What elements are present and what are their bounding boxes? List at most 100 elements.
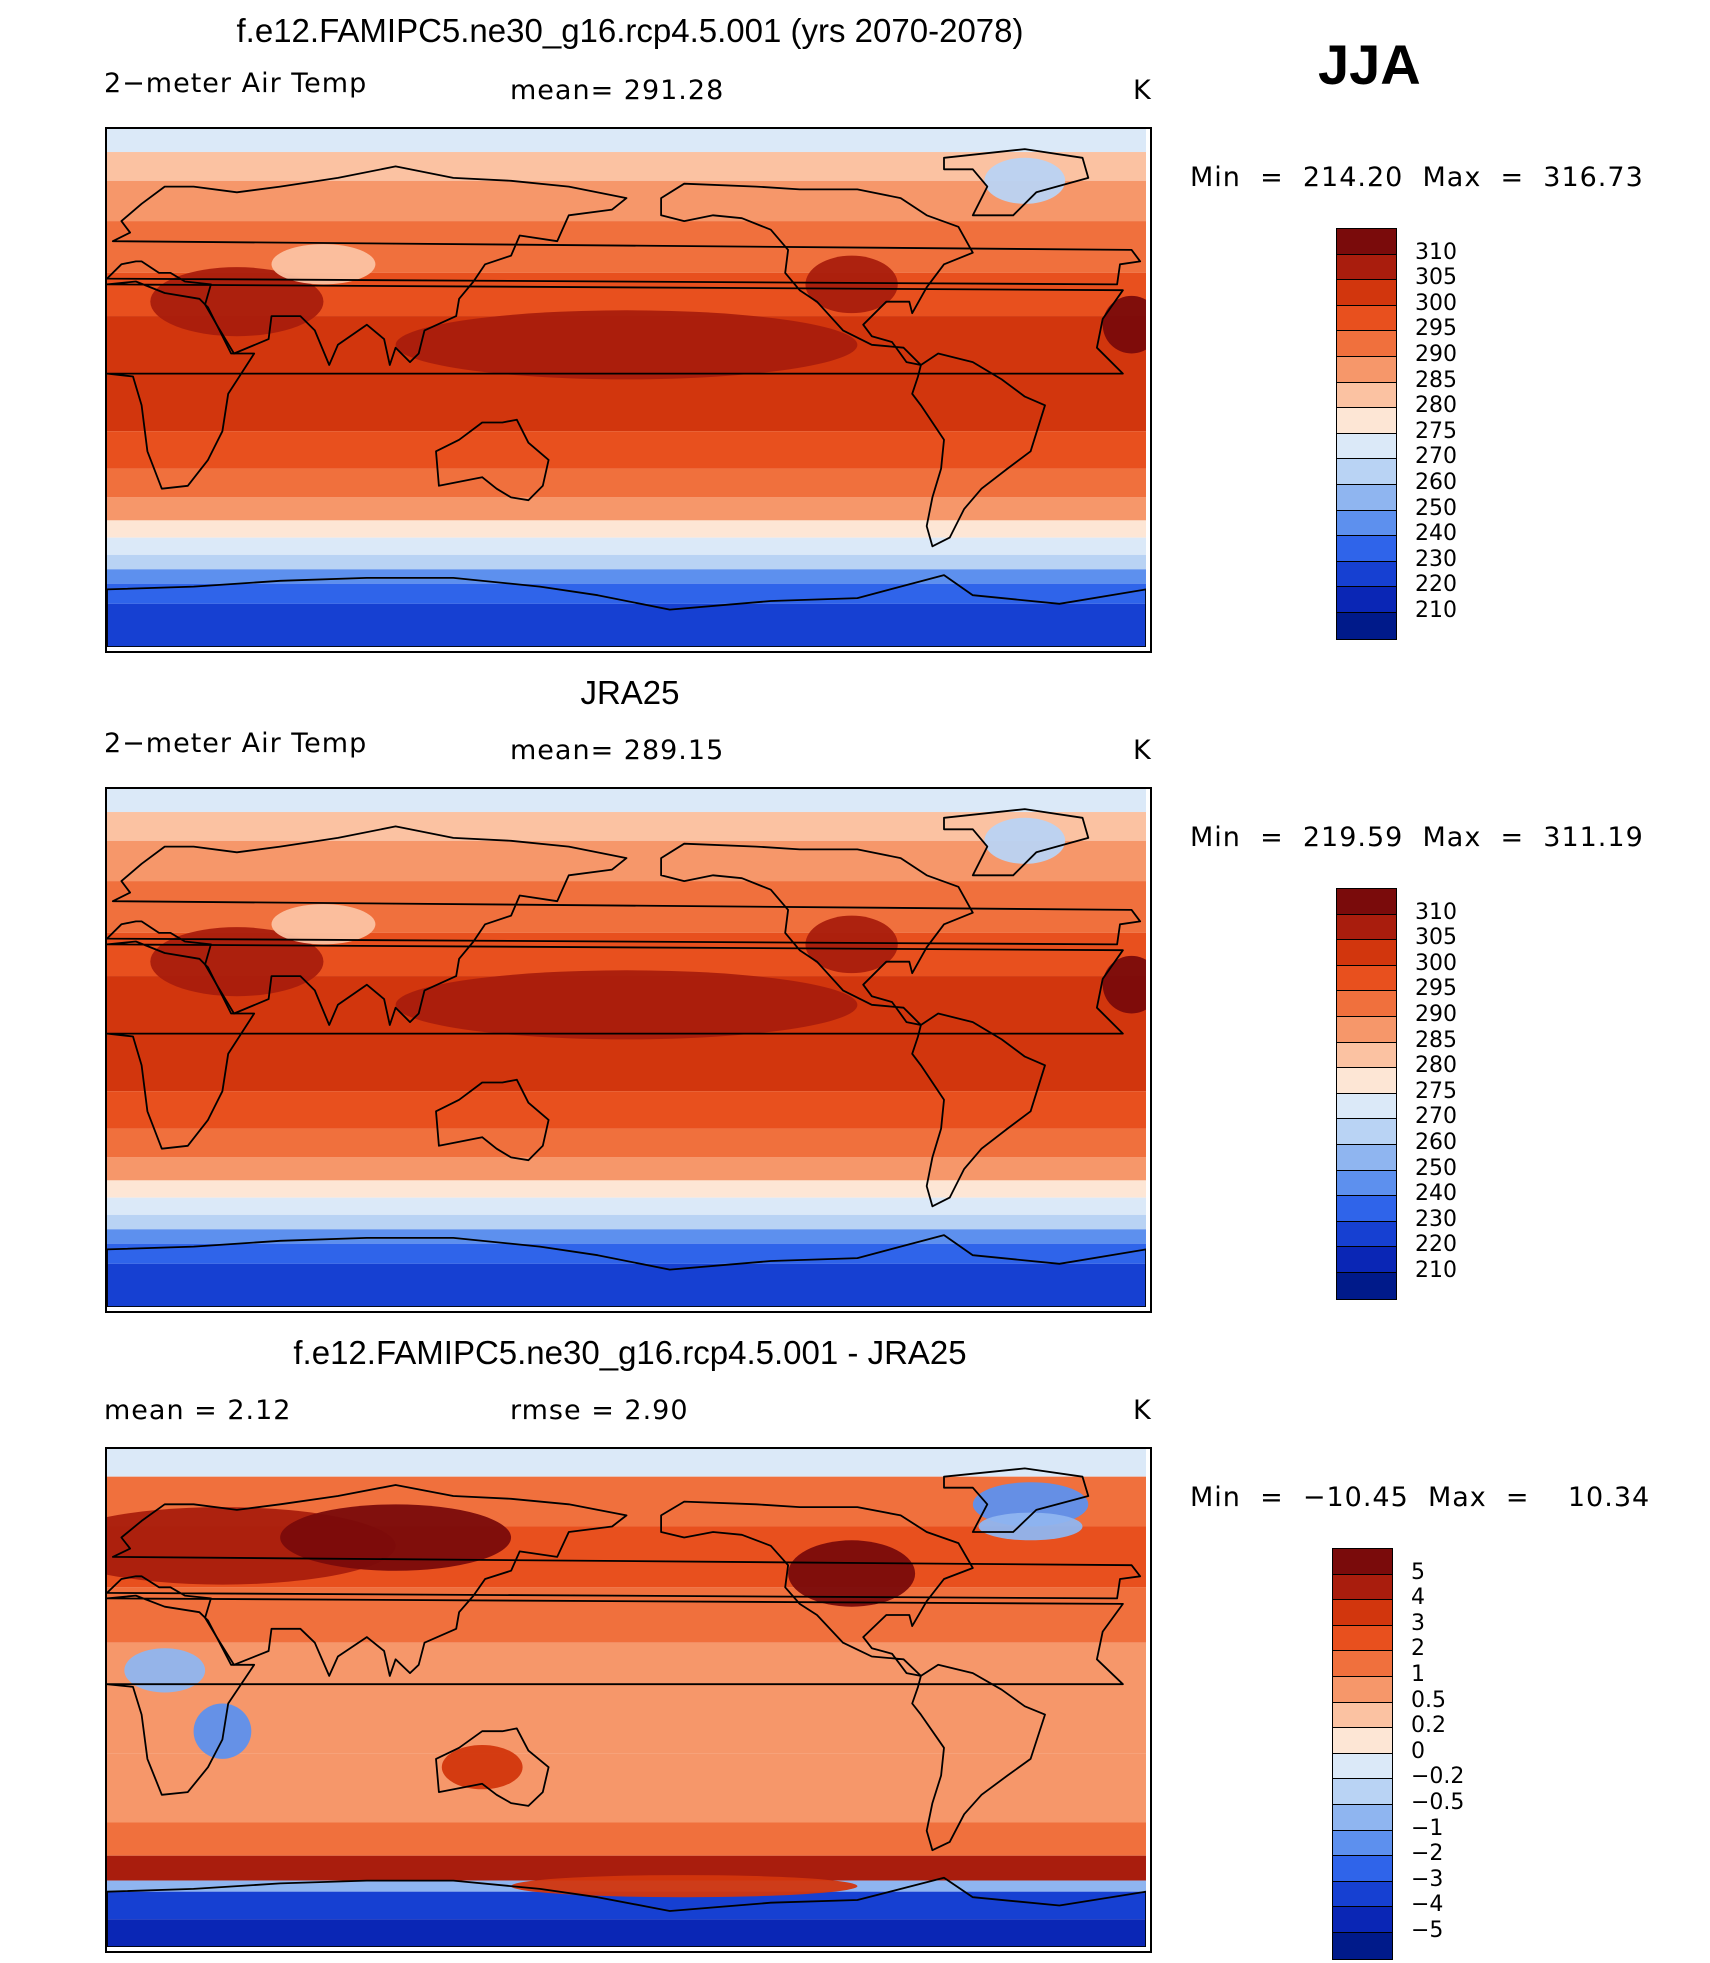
coastline-africa bbox=[107, 1594, 1124, 1796]
colorbar-boxes bbox=[1336, 228, 1397, 640]
colorbar-label: 310 bbox=[1415, 239, 1457, 265]
latitude-band bbox=[107, 603, 1146, 647]
colorbar-label: 280 bbox=[1415, 1053, 1457, 1079]
coastline-australia bbox=[435, 418, 550, 502]
coastline-samerica bbox=[911, 1663, 1046, 1852]
coastline-namerica bbox=[660, 842, 974, 1026]
latitude-band bbox=[107, 1197, 1146, 1215]
colorbar-label: −3 bbox=[1411, 1866, 1444, 1892]
colorbar-swatch bbox=[1333, 1600, 1392, 1626]
colorbar-label: 5 bbox=[1411, 1559, 1425, 1585]
colorbar-swatch bbox=[1337, 965, 1396, 992]
colorbar-swatch bbox=[1337, 1119, 1396, 1145]
contour-region bbox=[805, 255, 898, 314]
colorbar-swatch bbox=[1337, 991, 1396, 1017]
colorbar-swatch bbox=[1333, 1574, 1392, 1601]
colorbar-label: 260 bbox=[1415, 1130, 1457, 1155]
coastline-samerica bbox=[911, 1012, 1046, 1208]
colorbar-swatch bbox=[1337, 612, 1396, 639]
colorbar-label: 300 bbox=[1415, 950, 1457, 976]
colorbar-label: 285 bbox=[1415, 1027, 1457, 1053]
contour-region bbox=[271, 244, 376, 285]
latitude-band bbox=[107, 152, 1146, 181]
latitude-band bbox=[107, 1753, 1146, 1823]
panel3-title: f.e12.FAMIPC5.ne30_g16.rcp4.5.001 - JRA2… bbox=[293, 1334, 967, 1371]
contour-region bbox=[984, 817, 1066, 864]
colorbar-swatch bbox=[1333, 1804, 1392, 1831]
colorbar-swatch bbox=[1337, 940, 1396, 966]
colorbar-label: 305 bbox=[1415, 925, 1457, 951]
panel1-map bbox=[105, 127, 1152, 653]
latitude-band bbox=[107, 554, 1146, 570]
colorbar-swatch bbox=[1333, 1856, 1392, 1882]
latitude-band bbox=[107, 1214, 1146, 1230]
colorbar-label: −5 bbox=[1411, 1918, 1444, 1943]
colorbar-swatch bbox=[1333, 1932, 1392, 1959]
colorbar-swatch bbox=[1337, 1042, 1396, 1069]
colorbar-label: 300 bbox=[1415, 290, 1457, 316]
contour-region bbox=[1102, 295, 1146, 354]
coastline-greenland bbox=[943, 1467, 1090, 1533]
contour-region bbox=[395, 970, 858, 1040]
coastline-eurasia bbox=[107, 1484, 1142, 1677]
panel3-units: K bbox=[1133, 1395, 1152, 1426]
colorbar-label: 2 bbox=[1411, 1636, 1425, 1662]
colorbar-swatch bbox=[1337, 914, 1396, 941]
colorbar-swatch bbox=[1337, 536, 1396, 562]
colorbar-swatch bbox=[1337, 1170, 1396, 1197]
panel2-title: JRA25 bbox=[580, 674, 680, 711]
colorbar-swatch bbox=[1337, 1272, 1396, 1299]
colorbar-swatch bbox=[1333, 1728, 1392, 1754]
colorbar-swatch bbox=[1337, 510, 1396, 537]
colorbar-swatch bbox=[1333, 1702, 1392, 1729]
latitude-band bbox=[107, 1229, 1146, 1244]
colorbar-swatch bbox=[1337, 408, 1396, 434]
colorbar-label: 280 bbox=[1415, 393, 1457, 419]
colorbar-swatch bbox=[1337, 331, 1396, 357]
colorbar-boxes bbox=[1336, 888, 1397, 1300]
colorbar-label: 3 bbox=[1411, 1610, 1425, 1636]
colorbar-label: 275 bbox=[1415, 1078, 1457, 1104]
coastline-australia bbox=[435, 1078, 550, 1162]
colorbar-label: 210 bbox=[1415, 598, 1457, 623]
contour-region bbox=[193, 1703, 252, 1759]
colorbar-label: 4 bbox=[1411, 1585, 1425, 1611]
colorbar-boxes bbox=[1332, 1548, 1393, 1960]
panel3-map bbox=[105, 1447, 1152, 1953]
latitude-band bbox=[107, 520, 1146, 538]
colorbar-swatch bbox=[1337, 484, 1396, 511]
colorbar-swatch bbox=[1337, 382, 1396, 409]
colorbar-label: 0 bbox=[1411, 1738, 1425, 1764]
latitude-band bbox=[107, 812, 1146, 841]
colorbar-swatch bbox=[1337, 459, 1396, 485]
colorbar-label: −4 bbox=[1411, 1892, 1444, 1918]
latitude-band bbox=[107, 1243, 1146, 1264]
panel2-variable-label: 2−meter Air Temp bbox=[104, 728, 368, 759]
latitude-band bbox=[107, 497, 1146, 521]
colorbar-label: 220 bbox=[1415, 572, 1457, 598]
colorbar-label: 290 bbox=[1415, 342, 1457, 367]
panel1-mean-label: mean= 291.28 bbox=[510, 75, 725, 106]
colorbar-label: 270 bbox=[1415, 444, 1457, 470]
colorbar-swatch bbox=[1337, 561, 1396, 588]
panel3-rmse-label: rmse = 2.90 bbox=[510, 1395, 689, 1426]
panel1-minmax: Min = 214.20 Max = 316.73 bbox=[1190, 162, 1644, 193]
coastline-eurasia bbox=[107, 165, 1142, 366]
panel1-units: K bbox=[1133, 75, 1152, 106]
contour-region bbox=[984, 157, 1066, 204]
colorbar-label: 1 bbox=[1411, 1662, 1425, 1687]
colorbar-swatch bbox=[1337, 305, 1396, 332]
latitude-band bbox=[107, 569, 1146, 584]
latitude-band bbox=[107, 1919, 1146, 1947]
colorbar-swatch bbox=[1337, 1093, 1396, 1120]
coastline-eurasia bbox=[107, 825, 1142, 1026]
colorbar-swatch bbox=[1337, 254, 1396, 281]
panel2-mean-label: mean= 289.15 bbox=[510, 735, 725, 766]
colorbar-swatch bbox=[1337, 1068, 1396, 1094]
latitude-band bbox=[107, 1157, 1146, 1181]
colorbar-label: 250 bbox=[1415, 495, 1457, 521]
colorbar-label: 290 bbox=[1415, 1002, 1457, 1027]
colorbar-label: −1 bbox=[1411, 1815, 1444, 1841]
season-title: JJA bbox=[1318, 33, 1421, 96]
colorbar-swatch bbox=[1333, 1676, 1392, 1703]
